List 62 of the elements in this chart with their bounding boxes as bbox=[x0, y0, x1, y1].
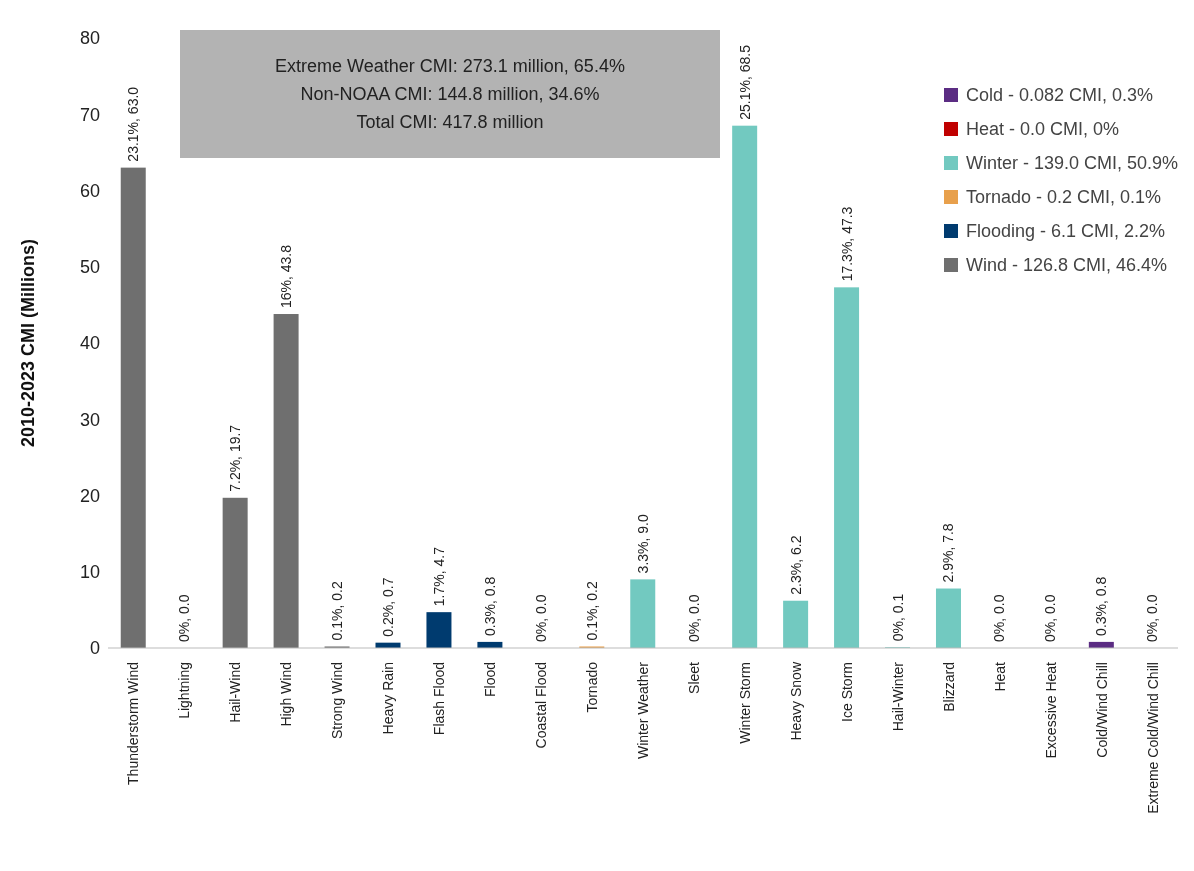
x-tick-label: Thunderstorm Wind bbox=[125, 662, 142, 785]
data-label: 0.1%, 0.2 bbox=[583, 581, 600, 641]
annotation: Total CMI: 417.8 million bbox=[356, 111, 544, 134]
data-label: 2.3%, 6.2 bbox=[787, 535, 804, 595]
data-label: 7.2%, 19.7 bbox=[227, 424, 244, 492]
y-tick-label: 40 bbox=[79, 333, 100, 354]
x-tick-label: Winter Storm bbox=[736, 662, 753, 744]
x-tick-label: Hail-Winter bbox=[889, 661, 906, 732]
y-tick-label: 10 bbox=[79, 562, 100, 583]
x-tick-label: Blizzard bbox=[940, 662, 957, 712]
legend-label: Flooding - 6.1 CMI, 2.2% bbox=[965, 220, 1165, 243]
data-label: 17.3%, 47.3 bbox=[838, 206, 855, 282]
data-label: 0%, 0.0 bbox=[176, 594, 193, 642]
data-label: 0%, 0.0 bbox=[532, 594, 549, 642]
legend-label: Tornado - 0.2 CMI, 0.1% bbox=[965, 186, 1161, 209]
x-tick-label: Cold/Wind Chill bbox=[1093, 662, 1110, 758]
data-label: 16%, 43.8 bbox=[278, 244, 295, 309]
data-label: 0%, 0.1 bbox=[889, 593, 906, 642]
data-label: 0.1%, 0.2 bbox=[329, 581, 346, 641]
data-label: 25.1%, 68.5 bbox=[736, 44, 753, 120]
x-tick-label: Coastal Flood bbox=[533, 662, 550, 749]
x-tick-label: Heavy Snow bbox=[787, 661, 804, 741]
data-label: 0%, 0.0 bbox=[1144, 594, 1161, 642]
data-label: 23.1%, 63.0 bbox=[125, 86, 142, 162]
legend-label: Winter - 139.0 CMI, 50.9% bbox=[965, 152, 1178, 175]
y-tick-label: 30 bbox=[79, 409, 100, 430]
data-label: 2.9%, 7.8 bbox=[940, 523, 957, 583]
y-tick-label: 80 bbox=[79, 28, 100, 49]
legend-label: Cold - 0.082 CMI, 0.3% bbox=[965, 84, 1153, 107]
data-label: 0.3%, 0.8 bbox=[481, 576, 498, 636]
x-tick-label: Flood bbox=[482, 662, 499, 698]
data-label: 3.3%, 9.0 bbox=[634, 514, 651, 574]
legend-label: Heat - 0.0 CMI, 0% bbox=[965, 118, 1119, 141]
x-tick-label: Heat bbox=[991, 661, 1008, 692]
y-tick-label: 0 bbox=[89, 638, 100, 659]
data-label: 0.2%, 0.7 bbox=[380, 577, 396, 637]
x-tick-label: High Wind bbox=[278, 662, 295, 727]
y-tick-label: 50 bbox=[79, 257, 100, 278]
y-tick-label: 20 bbox=[79, 485, 100, 506]
x-tick-label: Sleet bbox=[685, 661, 702, 694]
x-tick-label: Hail-Wind bbox=[227, 662, 244, 723]
y-tick-label: 70 bbox=[79, 104, 100, 125]
x-tick-label: Excessive Heat bbox=[1042, 661, 1059, 759]
legend-label: Wind - 126.8 CMI, 46.4% bbox=[965, 254, 1167, 277]
y-tick-label: 60 bbox=[79, 180, 100, 201]
annotation: Non-NOAA CMI: 144.8 million, 34.6% bbox=[300, 83, 600, 106]
x-tick-label: Extreme Cold/Wind Chill bbox=[1144, 662, 1161, 814]
data-label: 0.3%, 0.8 bbox=[1093, 576, 1110, 636]
x-tick-label: Flash Flood bbox=[431, 662, 448, 736]
annotation: Extreme Weather CMI: 273.1 million, 65.4% bbox=[275, 55, 625, 78]
y-axis-title: 2010-2023 CMI (Millions) bbox=[18, 238, 39, 448]
x-tick-label: Lightning bbox=[176, 662, 193, 719]
x-tick-label: Ice Storm bbox=[838, 662, 855, 722]
data-label: 0%, 0.0 bbox=[991, 594, 1008, 642]
data-label: 0%, 0.0 bbox=[1042, 594, 1059, 642]
data-label: 0%, 0.0 bbox=[685, 594, 702, 642]
x-tick-label: Strong Wind bbox=[329, 662, 346, 740]
x-tick-label: Heavy Rain bbox=[380, 662, 397, 735]
x-tick-label: Winter Weather bbox=[635, 661, 651, 759]
data-label: 1.7%, 4.7 bbox=[430, 546, 447, 607]
text-box: Extreme Weather CMI: 273.1 million, 65.4% Non-NOAA CMI: 144.8 million, 34.6% Total CMI: 417.8 million bbox=[180, 30, 720, 158]
x-tick-label: Tornado bbox=[584, 661, 601, 713]
